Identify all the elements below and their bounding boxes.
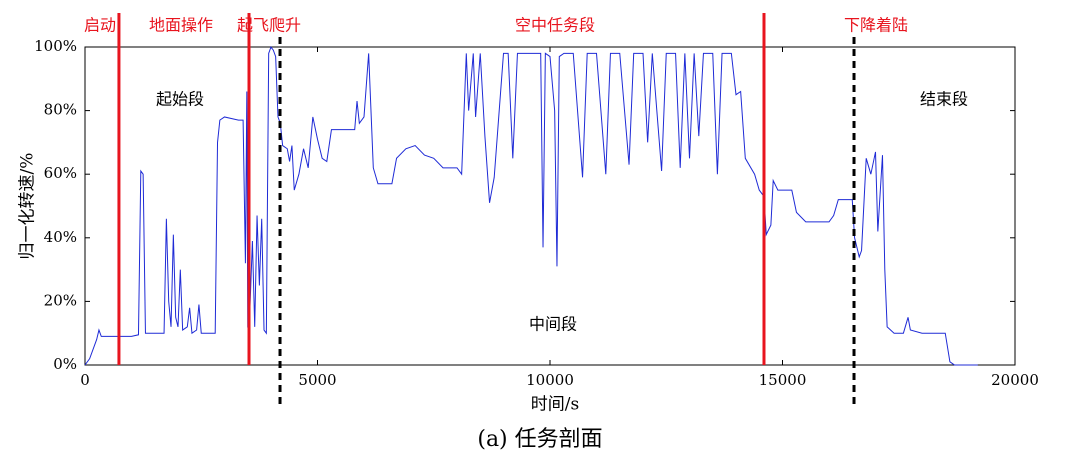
phase-label: 起飞爬升 bbox=[237, 16, 301, 35]
segment-label: 结束段 bbox=[920, 90, 968, 109]
phase-label: 空中任务段 bbox=[515, 16, 595, 35]
segment-label: 中间段 bbox=[529, 315, 577, 334]
y-tick-label: 60% bbox=[44, 164, 77, 182]
data-line bbox=[84, 45, 978, 366]
phase-label: 启动 bbox=[84, 16, 116, 35]
segment-label: 起始段 bbox=[156, 90, 204, 109]
x-tick-label: 5000 bbox=[298, 371, 336, 389]
x-tick-label: 0 bbox=[80, 371, 90, 389]
y-tick-label: 100% bbox=[34, 37, 77, 55]
phase-label: 下降着陆 bbox=[844, 16, 908, 35]
y-tick-label: 20% bbox=[44, 291, 77, 309]
caption: (a) 任务剖面 bbox=[477, 427, 602, 452]
y-tick-label: 80% bbox=[44, 101, 77, 119]
phase-label: 地面操作 bbox=[149, 16, 213, 35]
x-tick-label: 10000 bbox=[526, 371, 574, 389]
y-tick-label: 40% bbox=[44, 228, 77, 246]
x-tick-label: 15000 bbox=[759, 371, 807, 389]
y-axis-label: 归一化转速/% bbox=[18, 153, 38, 260]
x-axis-label: 时间/s bbox=[531, 395, 579, 415]
x-tick-label: 20000 bbox=[991, 371, 1039, 389]
y-tick-label: 0% bbox=[53, 355, 77, 373]
